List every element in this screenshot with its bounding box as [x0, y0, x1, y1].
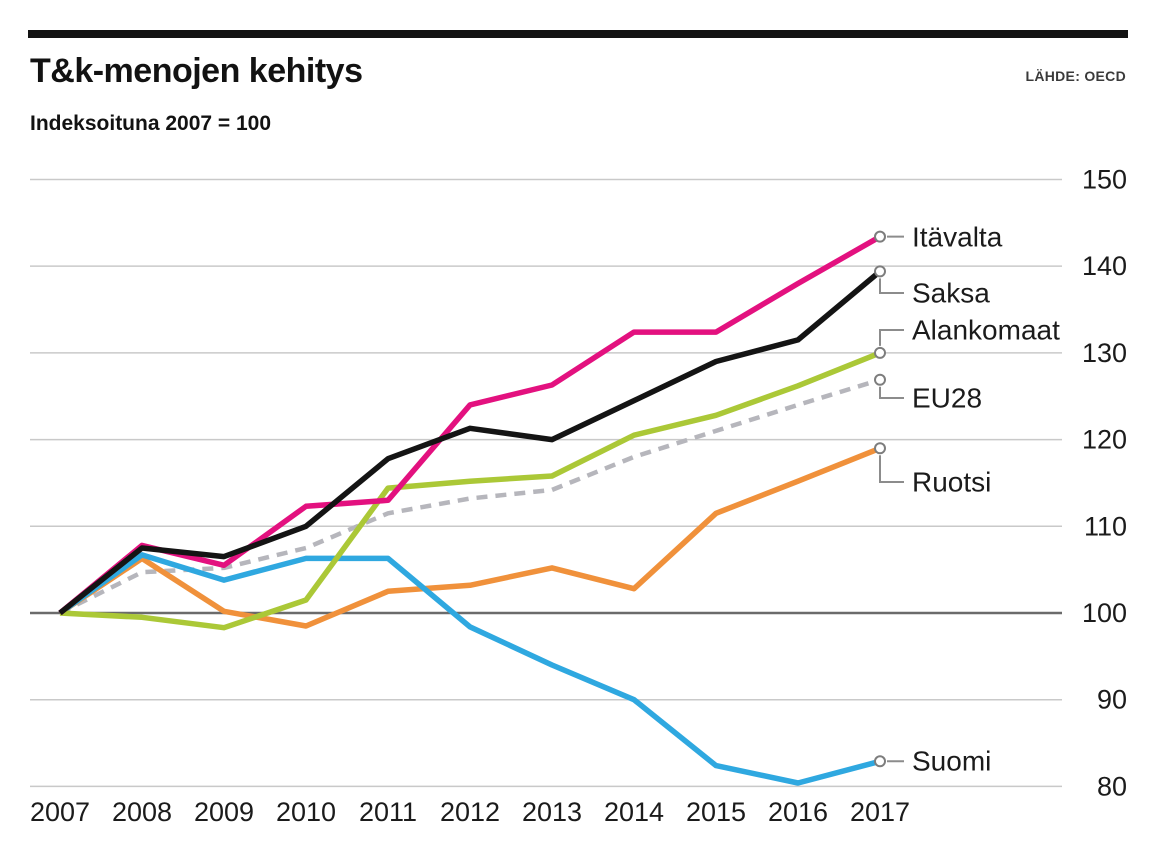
series-label-itävalta: Itävalta — [912, 222, 1003, 253]
y-axis-tick-120: 120 — [1082, 425, 1127, 455]
series-line-itävalta — [58, 234, 882, 616]
x-axis-tick-2013: 2013 — [522, 797, 582, 827]
y-axis-tick-140: 140 — [1082, 251, 1127, 281]
series-line-alankomaat — [59, 350, 882, 631]
chart-title: T&k-menojen kehitys — [30, 52, 363, 90]
label-connector-alankomaat — [879, 329, 904, 346]
y-axis-tick-100: 100 — [1082, 598, 1127, 628]
series-line-suomi — [58, 552, 881, 786]
series-line-ruotsi — [58, 445, 882, 629]
endpoint-marker-eu28 — [874, 373, 886, 386]
series-label-ruotsi: Ruotsi — [912, 467, 991, 498]
series-label-suomi: Suomi — [912, 746, 991, 777]
endpoint-marker-alankomaat — [874, 346, 886, 359]
x-axis-tick-2014: 2014 — [604, 797, 664, 827]
source-note: LÄHDE: OECD — [1025, 68, 1126, 84]
top-rule — [28, 30, 1128, 38]
endpoint-marker-saksa — [874, 265, 886, 278]
y-axis-tick-80: 80 — [1097, 771, 1127, 801]
y-axis-tick-90: 90 — [1097, 685, 1127, 715]
chart-subtitle: Indeksoituna 2007 = 100 — [30, 112, 272, 135]
endpoint-marker-itävalta — [874, 230, 886, 243]
endpoint-marker-ruotsi — [874, 442, 886, 455]
series-line-saksa — [58, 269, 882, 616]
series-label-alankomaat: Alankomaat — [912, 315, 1060, 346]
label-connector-saksa — [879, 278, 904, 294]
y-axis-tick-130: 130 — [1082, 338, 1127, 368]
series-label-eu28: EU28 — [912, 383, 982, 414]
x-axis-tick-2007: 2007 — [30, 797, 90, 827]
x-axis-tick-2009: 2009 — [194, 797, 254, 827]
x-axis-tick-2012: 2012 — [440, 797, 500, 827]
x-axis-tick-2010: 2010 — [276, 797, 336, 827]
x-axis-tick-2011: 2011 — [359, 797, 417, 827]
series-label-saksa: Saksa — [912, 278, 990, 309]
x-axis-tick-2017: 2017 — [850, 797, 910, 827]
endpoint-marker-suomi — [874, 755, 886, 768]
label-connector-ruotsi — [879, 455, 904, 483]
x-axis-tick-2008: 2008 — [112, 797, 172, 827]
label-connector-eu28 — [879, 386, 904, 399]
y-axis-tick-110: 110 — [1084, 511, 1127, 541]
x-axis-tick-2015: 2015 — [686, 797, 746, 827]
y-axis-tick-150: 150 — [1082, 164, 1127, 194]
x-axis-tick-2016: 2016 — [768, 797, 828, 827]
